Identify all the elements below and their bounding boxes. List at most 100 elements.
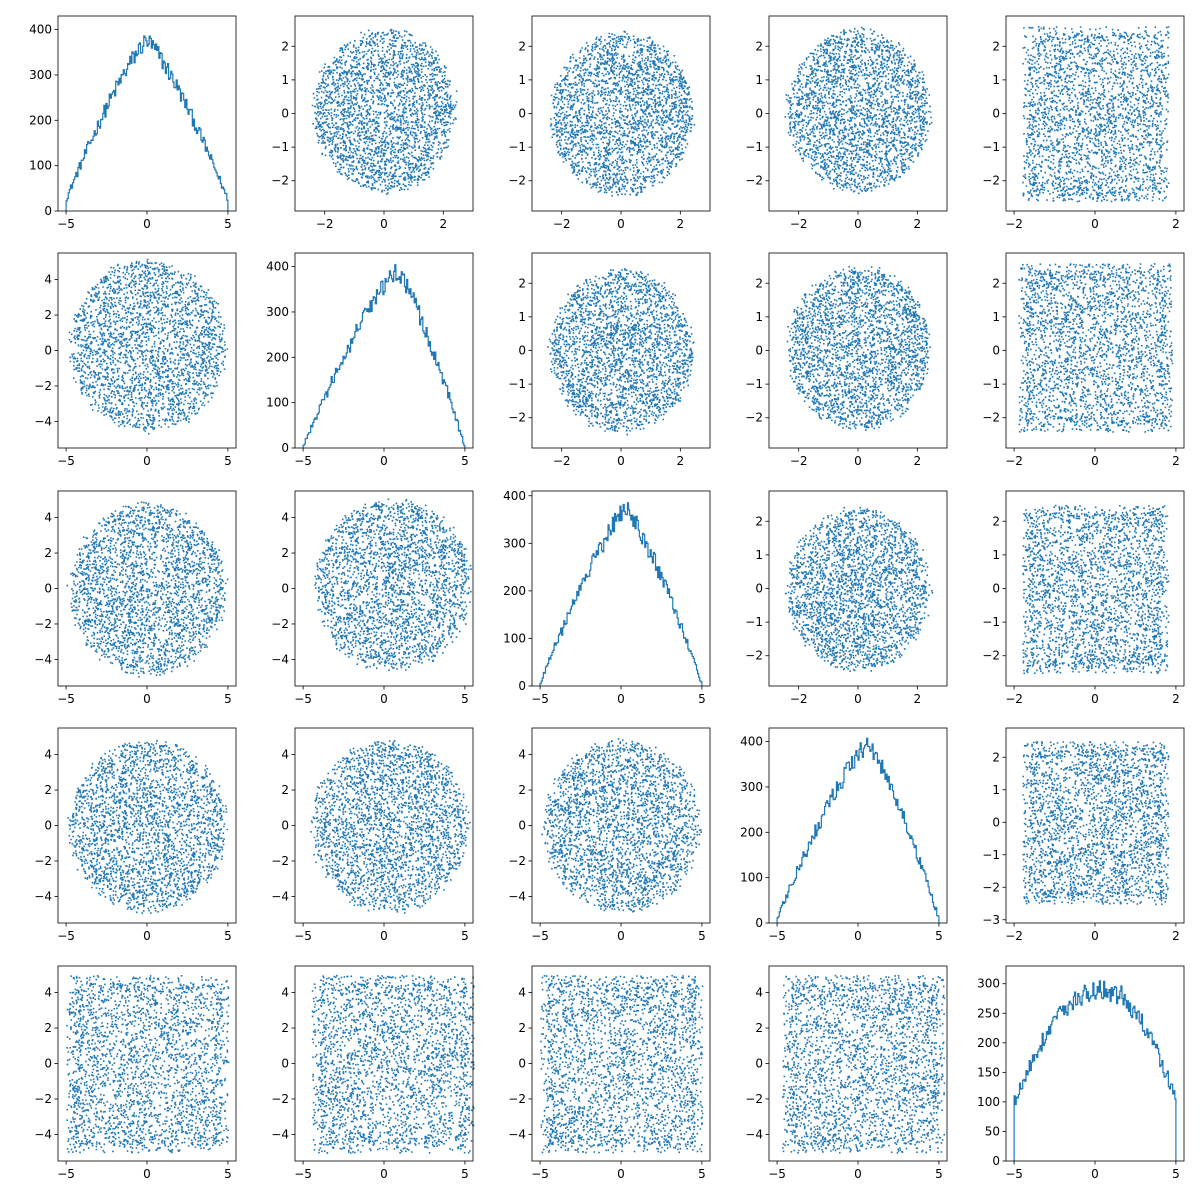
y-tick-label: −4 <box>34 889 52 903</box>
x-tick-label: 5 <box>461 1167 469 1181</box>
y-tick-label: 4 <box>44 748 52 762</box>
x-tick-label: 2 <box>677 454 685 468</box>
x-tick-label: −2 <box>553 217 571 231</box>
y-tick-label: 1 <box>755 310 763 324</box>
y-tick-label: 1 <box>755 548 763 562</box>
y-tick-label: 0 <box>44 1057 52 1071</box>
y-tick-label: −3 <box>982 913 1000 927</box>
y-tick-label: 100 <box>266 396 289 410</box>
axes-frame <box>768 15 948 212</box>
y-tick-label: 1 <box>992 548 1000 562</box>
x-tick-label: 2 <box>1172 929 1180 943</box>
y-tick-label: 400 <box>740 735 763 749</box>
x-tick-label: 5 <box>698 692 706 706</box>
y-tick-label: 200 <box>29 113 52 127</box>
x-tick-label: −2 <box>1005 217 1023 231</box>
y-tick-label: −2 <box>508 1092 526 1106</box>
x-tick-label: 0 <box>143 929 151 943</box>
y-tick-label: 4 <box>755 986 763 1000</box>
y-tick-label: 4 <box>281 986 289 1000</box>
subplot-r2-c0: −5 0 5 −4 −2 0 2 4 <box>34 490 237 706</box>
x-tick-label: 2 <box>914 217 922 231</box>
y-tick-label: 2 <box>992 276 1000 290</box>
y-tick-label: 2 <box>281 546 289 560</box>
x-tick-label: −5 <box>294 1167 312 1181</box>
axes-frame <box>531 15 711 212</box>
y-tick-label: 2 <box>518 276 526 290</box>
y-tick-label: −2 <box>271 854 289 868</box>
y-tick-label: 0 <box>518 107 526 121</box>
scatter-points <box>311 974 475 1154</box>
y-tick-label: 300 <box>977 977 1000 991</box>
y-tick-label: 2 <box>44 783 52 797</box>
x-tick-label: −2 <box>553 454 571 468</box>
subplot-r2-c3: −2 0 2 −2 −1 0 1 2 <box>745 490 948 706</box>
x-tick-label: 0 <box>854 692 862 706</box>
y-tick-label: 0 <box>281 819 289 833</box>
histogram-steps <box>302 264 466 448</box>
x-tick-label: 0 <box>617 929 625 943</box>
y-tick-label: 0 <box>755 582 763 596</box>
y-tick-label: 400 <box>503 489 526 503</box>
y-tick-label: 0 <box>992 815 1000 829</box>
y-tick-label: 0 <box>44 819 52 833</box>
x-tick-label: −2 <box>1005 929 1023 943</box>
y-tick-label: −2 <box>271 1092 289 1106</box>
y-tick-label: 1 <box>518 310 526 324</box>
x-tick-label: −5 <box>531 929 549 943</box>
y-tick-label: 0 <box>281 441 289 455</box>
x-tick-label: 5 <box>1172 1167 1180 1181</box>
scatter-points <box>67 740 229 914</box>
y-tick-label: 100 <box>503 631 526 645</box>
y-tick-label: −4 <box>34 652 52 666</box>
y-tick-label: −4 <box>271 652 289 666</box>
subplot-r0-c2: −2 0 2 −2 −1 0 1 2 <box>508 15 711 231</box>
x-tick-label: 0 <box>143 692 151 706</box>
y-tick-label: 2 <box>44 308 52 322</box>
x-tick-label: 5 <box>224 217 232 231</box>
y-tick-label: 1 <box>992 73 1000 87</box>
y-tick-label: 300 <box>503 536 526 550</box>
x-tick-label: 2 <box>914 692 922 706</box>
x-tick-label: −5 <box>57 217 75 231</box>
scatter-points <box>1018 263 1174 433</box>
subplot-r4-c2: −5 0 5 −4 −2 0 2 4 <box>508 965 711 1181</box>
scatter-points <box>1022 26 1170 203</box>
x-tick-label: 0 <box>1091 1167 1099 1181</box>
x-tick-label: −2 <box>1005 454 1023 468</box>
y-tick-label: 0 <box>518 679 526 693</box>
scatter-points <box>1022 741 1170 906</box>
x-tick-label: −5 <box>57 929 75 943</box>
x-tick-label: 0 <box>617 454 625 468</box>
x-tick-label: 0 <box>143 217 151 231</box>
x-tick-label: 0 <box>617 217 625 231</box>
y-tick-label: 0 <box>992 107 1000 121</box>
y-tick-label: 0 <box>755 916 763 930</box>
y-tick-label: 2 <box>992 39 1000 53</box>
x-tick-label: −5 <box>294 929 312 943</box>
y-tick-label: 0 <box>44 204 52 218</box>
y-tick-label: −1 <box>745 140 763 154</box>
y-tick-label: −2 <box>34 1092 52 1106</box>
y-tick-label: −2 <box>982 880 1000 894</box>
x-tick-label: 2 <box>1172 692 1180 706</box>
y-tick-label: −4 <box>745 1127 763 1141</box>
subplot-r1-c2: −2 0 2 −2 −1 0 1 2 <box>508 252 711 468</box>
y-tick-label: 2 <box>755 514 763 528</box>
y-tick-label: 1 <box>518 73 526 87</box>
x-tick-label: −5 <box>57 692 75 706</box>
x-tick-label: −5 <box>768 1167 786 1181</box>
histogram-steps <box>65 35 229 211</box>
x-tick-label: 2 <box>914 454 922 468</box>
scatter-points <box>784 506 934 672</box>
y-tick-label: −2 <box>745 174 763 188</box>
y-tick-label: 2 <box>281 39 289 53</box>
x-tick-label: 5 <box>461 692 469 706</box>
subplot-r3-c1: −5 0 5 −4 −2 0 2 4 <box>271 727 474 943</box>
y-tick-label: 300 <box>266 305 289 319</box>
x-tick-label: 0 <box>854 217 862 231</box>
x-tick-label: 5 <box>698 929 706 943</box>
y-tick-label: −1 <box>982 140 1000 154</box>
x-tick-label: 5 <box>224 929 232 943</box>
